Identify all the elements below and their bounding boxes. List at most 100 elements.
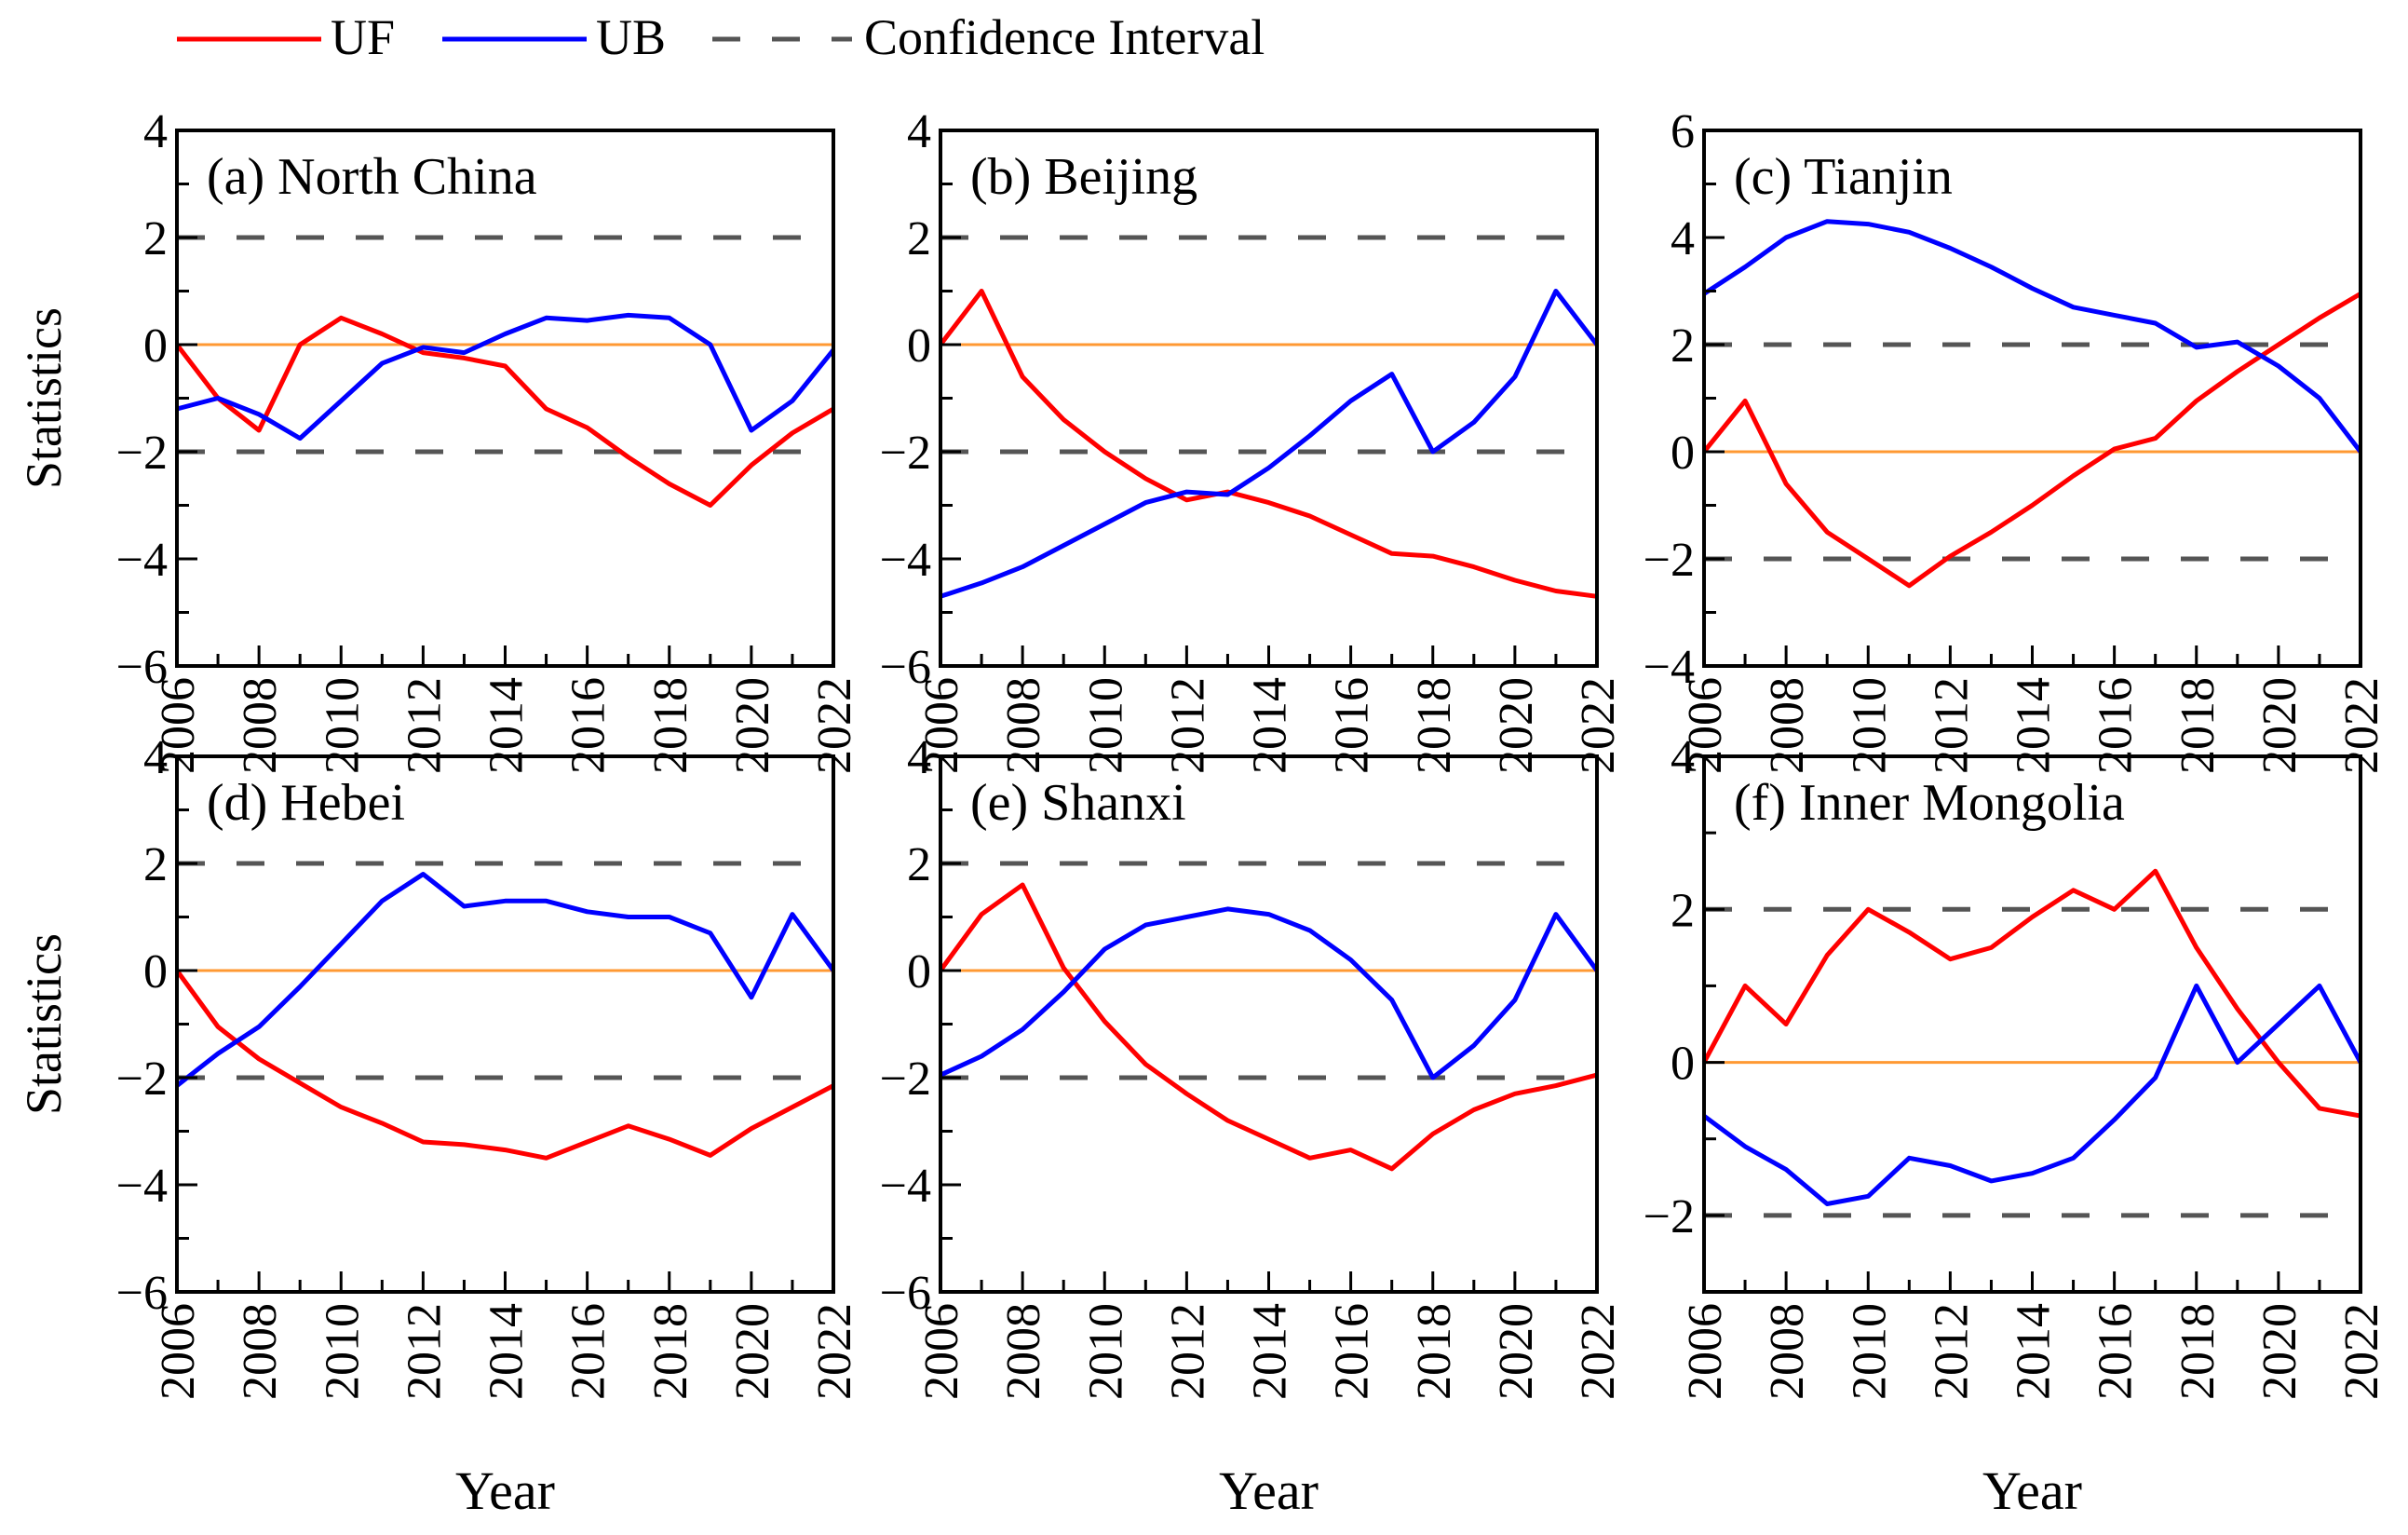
series-line-ub xyxy=(175,872,836,1088)
x-tick-label: 2008 xyxy=(1761,677,1814,774)
x-tick-label: 2016 xyxy=(2090,1303,2143,1400)
y-tick-label: −4 xyxy=(116,1160,168,1213)
x-tick-label: 2006 xyxy=(152,1303,205,1400)
x-tick-label: 2018 xyxy=(1408,677,1461,774)
y-tick-label: 4 xyxy=(143,731,168,784)
y-tick-label: 2 xyxy=(1671,319,1695,373)
y-tick-label: 4 xyxy=(1671,731,1695,784)
y-tick-label: 4 xyxy=(907,105,931,158)
legend-confidence-label: Confidence Interval xyxy=(864,9,1265,65)
x-tick-label: 2018 xyxy=(644,1303,697,1400)
panel-title: (b) Beijing xyxy=(970,148,1197,206)
panel-1: 2006 2008 2010 2012 2014 2016 2018 2020 2022−6−4… xyxy=(16,105,861,774)
y-tick-label: −4 xyxy=(880,1160,931,1213)
x-tick-label: 2020 xyxy=(1490,677,1543,774)
x-axis-label: Year xyxy=(455,1460,555,1521)
y-tick-label: 4 xyxy=(143,105,168,158)
x-tick-label: 2018 xyxy=(1408,1303,1461,1400)
panel-title: (d) Hebei xyxy=(207,774,405,832)
y-tick-label: 0 xyxy=(907,945,931,998)
x-tick-label: 2020 xyxy=(726,1303,779,1400)
x-tick-label: 2006 xyxy=(915,1303,968,1400)
y-tick-label: 0 xyxy=(143,319,168,373)
y-tick-label: −2 xyxy=(1644,534,1695,587)
x-tick-label: 2022 xyxy=(1572,1303,1625,1400)
x-tick-label: 2010 xyxy=(1079,677,1132,774)
legend: UF UB Confidence Interval xyxy=(177,9,1265,65)
plot-frame xyxy=(1702,129,2362,668)
y-tick-label: 2 xyxy=(1671,884,1695,937)
x-tick-label: 2020 xyxy=(726,677,779,774)
x-tick-label: 2016 xyxy=(1326,1303,1379,1400)
x-tick-label: 2008 xyxy=(997,677,1050,774)
legend-ub-label: UB xyxy=(596,9,666,65)
y-tick-label: −4 xyxy=(116,534,168,587)
x-tick-label: 2012 xyxy=(398,677,451,774)
y-tick-label: 2 xyxy=(907,212,931,265)
x-tick-label: 2014 xyxy=(480,677,534,774)
y-tick-label: −2 xyxy=(880,1053,931,1106)
x-tick-label: 2008 xyxy=(1761,1303,1814,1400)
series-line-ub xyxy=(940,289,1599,599)
y-axis-label: Statistics xyxy=(16,933,72,1115)
panel-title: (a) North China xyxy=(207,148,537,206)
legend-uf-label: UF xyxy=(331,9,395,65)
x-tick-label: 2012 xyxy=(1161,677,1214,774)
x-axis-label: Year xyxy=(1982,1460,2082,1521)
y-tick-label: 2 xyxy=(143,212,168,265)
panel-5: 2006 2008 2010 2012 2014 2016 2018 2020 2022 −6 −4… xyxy=(880,731,1625,1521)
series-line-uf xyxy=(175,315,835,508)
y-tick-label: 0 xyxy=(143,945,168,998)
y-tick-label: 2 xyxy=(143,838,168,891)
x-tick-label: 2012 xyxy=(1925,1303,1978,1400)
y-tick-label: −4 xyxy=(880,534,931,587)
panel-3: 2006 2008 2010 2012 2014 2016 2018 2020 2022−4−2… xyxy=(1644,105,2388,774)
panel-4: 2006 2008 2010 2012 2014 2016 2018 2020 2022 −6 −4… xyxy=(16,731,861,1521)
y-tick-label: −2 xyxy=(116,427,168,480)
series-line-uf xyxy=(1702,292,2362,589)
series-line-ub xyxy=(1702,983,2363,1206)
series-line-uf xyxy=(1701,868,2361,1119)
x-tick-label: 2020 xyxy=(2253,1303,2307,1400)
y-tick-label: −6 xyxy=(880,1267,931,1320)
y-tick-label: −2 xyxy=(880,427,931,480)
y-tick-label: 4 xyxy=(1671,212,1695,265)
x-tick-label: 2018 xyxy=(2171,1303,2225,1400)
plot-frame xyxy=(939,754,1599,1294)
x-tick-label: 2008 xyxy=(997,1303,1050,1400)
panel-title: (f) Inner Mongolia xyxy=(1734,774,2125,832)
panel-2: 2006 2008 2010 2012 2014 2016 2018 2020 2022−6−4… xyxy=(880,105,1625,774)
plot-frame xyxy=(1702,754,2362,1294)
x-tick-label: 2022 xyxy=(2335,1303,2388,1400)
y-tick-label: 0 xyxy=(1671,1038,1695,1091)
x-tick-label: 2008 xyxy=(234,1303,287,1400)
panel-6: 2006 2008 2010 2012 2014 2016 2018 2020 2022 −2 0 2… xyxy=(1644,731,2388,1521)
x-tick-label: 2008 xyxy=(234,677,287,774)
x-axis-label: Year xyxy=(1219,1460,1319,1521)
series-line-ub xyxy=(1702,219,2362,454)
series-line-uf xyxy=(939,289,1598,599)
x-tick-label: 2014 xyxy=(2008,1303,2061,1400)
x-tick-label: 2022 xyxy=(808,1303,861,1400)
x-tick-label: 2010 xyxy=(1843,677,1896,774)
y-tick-label: −2 xyxy=(1644,1190,1695,1243)
x-tick-label: 2014 xyxy=(1244,1303,1297,1400)
y-tick-label: −4 xyxy=(1644,641,1695,694)
y-tick-label: −6 xyxy=(880,641,931,694)
y-tick-label: −6 xyxy=(116,641,168,694)
x-tick-label: 2016 xyxy=(1326,677,1379,774)
series-line-uf xyxy=(174,969,835,1161)
x-tick-label: 2020 xyxy=(1490,1303,1543,1400)
panel-title: (c) Tianjin xyxy=(1734,148,1953,206)
y-axis-label: Statistics xyxy=(16,307,72,489)
series-line-uf xyxy=(938,882,1598,1172)
y-tick-label: 6 xyxy=(1671,105,1695,158)
series-line-ub xyxy=(939,906,1600,1080)
x-tick-label: 2020 xyxy=(2253,677,2307,774)
x-tick-label: 2012 xyxy=(1161,1303,1214,1400)
x-tick-label: 2014 xyxy=(2008,677,2061,774)
x-tick-label: 2010 xyxy=(316,1303,369,1400)
x-tick-label: 2016 xyxy=(562,1303,616,1400)
x-tick-label: 2006 xyxy=(1679,1303,1732,1400)
x-tick-label: 2010 xyxy=(1079,1303,1132,1400)
